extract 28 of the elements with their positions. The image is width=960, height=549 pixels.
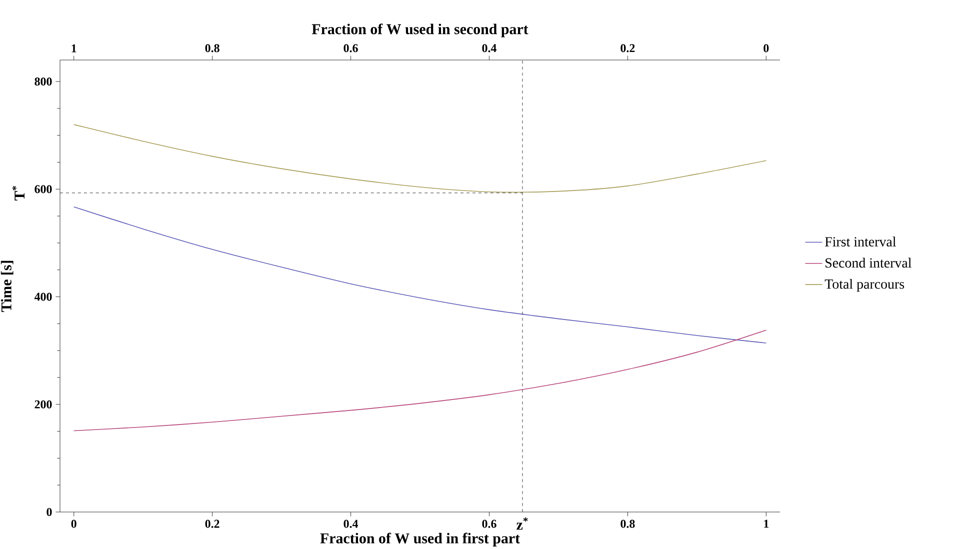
y-tick-label: 600 bbox=[34, 185, 52, 194]
x2-axis-title: Fraction of W used in second part bbox=[312, 24, 528, 38]
x-tick-label: 0.8 bbox=[620, 520, 635, 528]
line-series bbox=[73, 330, 767, 432]
x-tick-label: 0.2 bbox=[205, 520, 220, 528]
x2-tick-label: 0.8 bbox=[205, 44, 220, 52]
x-axis-title: Fraction of W used in first part bbox=[320, 532, 520, 546]
x2-tick-label: 0.6 bbox=[344, 44, 358, 52]
line-series bbox=[73, 206, 767, 344]
x2-tick-label: 0.4 bbox=[482, 44, 496, 52]
x-tick-label: 0.6 bbox=[482, 520, 496, 528]
x2-tick-label: 1 bbox=[72, 44, 76, 52]
line-series bbox=[73, 124, 767, 193]
legend-label: First interval bbox=[825, 236, 896, 246]
x-tick-label: 1 bbox=[764, 520, 769, 528]
y-tick-label: 0 bbox=[46, 508, 52, 516]
x2-tick-label: 0 bbox=[764, 44, 769, 52]
y-tick-label: 400 bbox=[34, 292, 52, 301]
x-tick-label: 0 bbox=[71, 520, 76, 528]
legend-label: Total parcours bbox=[824, 278, 904, 292]
y-axis-title: Time [s] bbox=[0, 260, 14, 312]
x-tick-label: 0.4 bbox=[344, 520, 358, 528]
y-tick-label: 200 bbox=[34, 400, 52, 408]
x2-tick-label: 0.2 bbox=[620, 44, 635, 52]
ref-line-label: z$^{*}$ bbox=[516, 518, 528, 530]
ref-line-label: T$^{*}$ bbox=[12, 186, 24, 201]
legend-label: Second interval bbox=[826, 258, 912, 268]
y-tick-label: 800 bbox=[34, 77, 52, 86]
